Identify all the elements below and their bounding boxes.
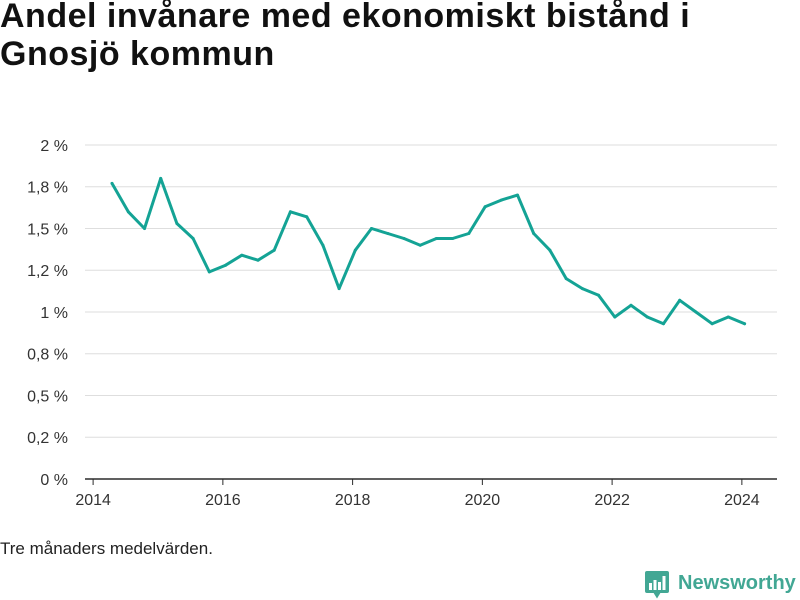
data-point xyxy=(321,243,325,247)
data-point xyxy=(386,232,390,235)
x-tick-label: 2022 xyxy=(594,492,630,509)
data-point xyxy=(337,287,341,291)
x-tick-label: 2018 xyxy=(335,492,371,509)
data-point xyxy=(402,237,406,240)
data-point xyxy=(418,243,422,247)
data-point xyxy=(126,210,130,214)
data-point xyxy=(662,322,665,326)
y-tick-label: 1,2 % xyxy=(27,263,68,280)
data-point xyxy=(548,248,552,252)
data-point xyxy=(305,215,309,219)
brand-name: Newsworthy xyxy=(678,572,796,594)
y-axis: 0 % 0,2 % 0,5 % 0,8 % 1 % 1,2 % 1,5 % 1,8 % 2 % xyxy=(27,138,68,489)
data-point xyxy=(110,181,114,185)
icon-bar xyxy=(649,583,652,590)
data-point xyxy=(645,315,649,319)
data-point xyxy=(580,287,584,291)
chart-title: Andel invånare med ekonomiskt bistånd i … xyxy=(0,0,691,73)
data-point xyxy=(224,263,228,267)
data-point xyxy=(143,227,146,230)
x-tick-label: 2016 xyxy=(205,492,241,509)
x-tick-label: 2014 xyxy=(75,492,111,509)
data-point xyxy=(726,315,730,319)
series xyxy=(110,176,747,326)
y-tick-label: 0,5 % xyxy=(27,388,68,405)
data-point xyxy=(597,293,601,297)
icon-bubble-tail xyxy=(653,592,661,599)
icon-bar xyxy=(662,576,666,590)
data-point xyxy=(256,258,260,262)
gridlines xyxy=(85,144,777,438)
y-tick-label: 0,8 % xyxy=(27,347,68,364)
data-point xyxy=(483,205,487,209)
x-tick-label: 2024 xyxy=(724,492,760,509)
footnote: Tre månaders medelvärden. xyxy=(0,539,213,558)
data-point xyxy=(564,277,568,281)
data-point xyxy=(678,298,682,302)
data-point xyxy=(743,322,747,326)
data-point xyxy=(288,210,292,214)
bar-chart-bubble-icon xyxy=(645,571,669,599)
data-point xyxy=(516,193,519,197)
data-point xyxy=(272,248,276,252)
y-tick-label: 0,2 % xyxy=(27,430,68,447)
data-point xyxy=(467,232,471,235)
y-tick-label: 1,8 % xyxy=(27,180,68,197)
series-line xyxy=(110,176,747,326)
data-point xyxy=(532,232,536,235)
data-point xyxy=(191,237,195,240)
data-point xyxy=(451,237,455,240)
data-point xyxy=(353,248,357,252)
data-point xyxy=(710,322,714,326)
y-tick-label: 2 % xyxy=(40,138,68,155)
data-point xyxy=(613,315,617,319)
icon-bar xyxy=(653,580,657,590)
data-point xyxy=(207,270,211,274)
data-point xyxy=(434,237,438,240)
data-point xyxy=(370,227,373,230)
y-tick-label: 1,5 % xyxy=(27,221,68,238)
data-point xyxy=(694,310,698,314)
x-axis: 2014 2016 2018 2020 2022 2024 xyxy=(75,478,777,509)
data-point xyxy=(175,222,179,225)
y-tick-label: 1 % xyxy=(40,305,68,322)
y-tick-label: 0 % xyxy=(40,472,68,489)
x-tick-label: 2020 xyxy=(465,492,501,509)
icon-bar xyxy=(658,582,661,590)
data-point xyxy=(240,253,244,257)
data-point xyxy=(499,198,503,202)
data-point xyxy=(629,303,633,307)
data-point xyxy=(159,176,163,180)
